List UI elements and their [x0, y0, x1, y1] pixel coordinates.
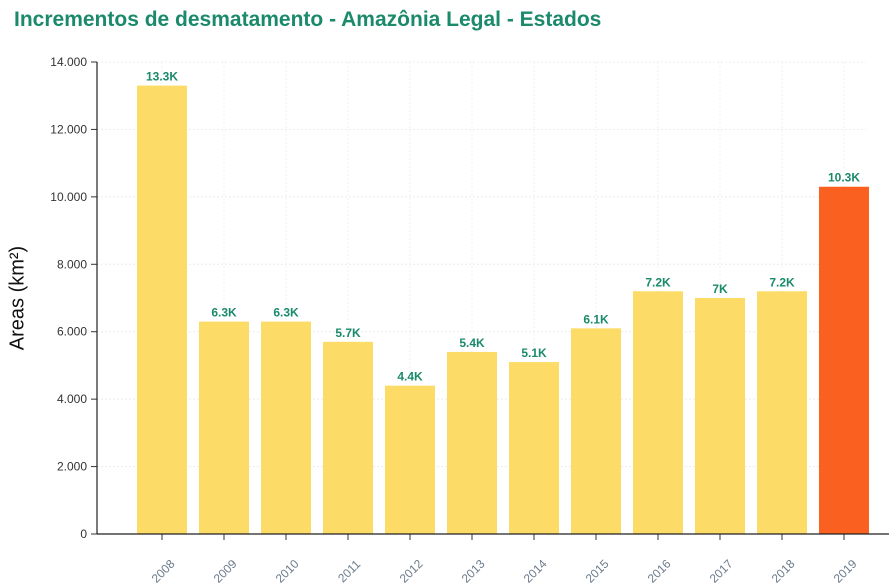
data-label-2019: 10.3K [828, 171, 860, 185]
bar-2009 [199, 321, 249, 534]
data-label-2011: 5.7K [335, 326, 361, 340]
y-tick-label: 0 [80, 527, 87, 541]
x-tick-label-2009: 2009 [211, 557, 240, 586]
data-label-2008: 13.3K [146, 70, 178, 84]
x-tick-label-2010: 2010 [273, 557, 302, 586]
data-label-2012: 4.4K [397, 370, 423, 384]
bar-2014 [509, 362, 559, 534]
x-tick-label-2013: 2013 [459, 557, 488, 586]
x-tick-label-2011: 2011 [335, 557, 363, 585]
data-label-2010: 6.3K [273, 306, 299, 320]
bar-2018 [757, 291, 807, 534]
bar-2011 [323, 341, 373, 534]
y-tick-label: 6.000 [57, 325, 87, 339]
bar-2013 [447, 351, 497, 534]
data-label-2014: 5.1K [521, 346, 547, 360]
data-label-2015: 6.1K [583, 312, 609, 326]
x-tick-label-2017: 2017 [707, 557, 736, 586]
x-tick-label-2008: 2008 [149, 557, 178, 586]
data-label-2018: 7.2K [769, 275, 795, 289]
y-tick-label: 2.000 [57, 460, 87, 474]
bar-2016 [633, 291, 683, 534]
y-tick-label: 12.000 [50, 122, 87, 136]
x-tick-label-2014: 2014 [521, 557, 550, 586]
data-label-2013: 5.4K [459, 336, 485, 350]
x-tick-label-2012: 2012 [397, 557, 426, 586]
data-label-2016: 7.2K [645, 275, 671, 289]
bar-2017 [695, 298, 745, 534]
y-tick-label: 14.000 [50, 55, 87, 69]
x-tick-label-2016: 2016 [645, 557, 674, 586]
bar-2015 [571, 328, 621, 534]
bar-2010 [261, 321, 311, 534]
data-label-2017: 7K [712, 282, 728, 296]
chart-title: Incrementos de desmatamento - Amazônia L… [14, 8, 602, 31]
bar-2012 [385, 385, 435, 534]
x-tick-label-2019: 2019 [831, 557, 860, 586]
x-tick-label-2018: 2018 [769, 557, 798, 586]
data-label-2009: 6.3K [211, 306, 237, 320]
x-tick-label-2015: 2015 [583, 557, 612, 586]
bar-2019 [819, 186, 869, 534]
bar-2008 [137, 85, 187, 534]
y-tick-label: 10.000 [50, 190, 87, 204]
y-tick-label: 8.000 [57, 257, 87, 271]
y-tick-label: 4.000 [57, 392, 87, 406]
